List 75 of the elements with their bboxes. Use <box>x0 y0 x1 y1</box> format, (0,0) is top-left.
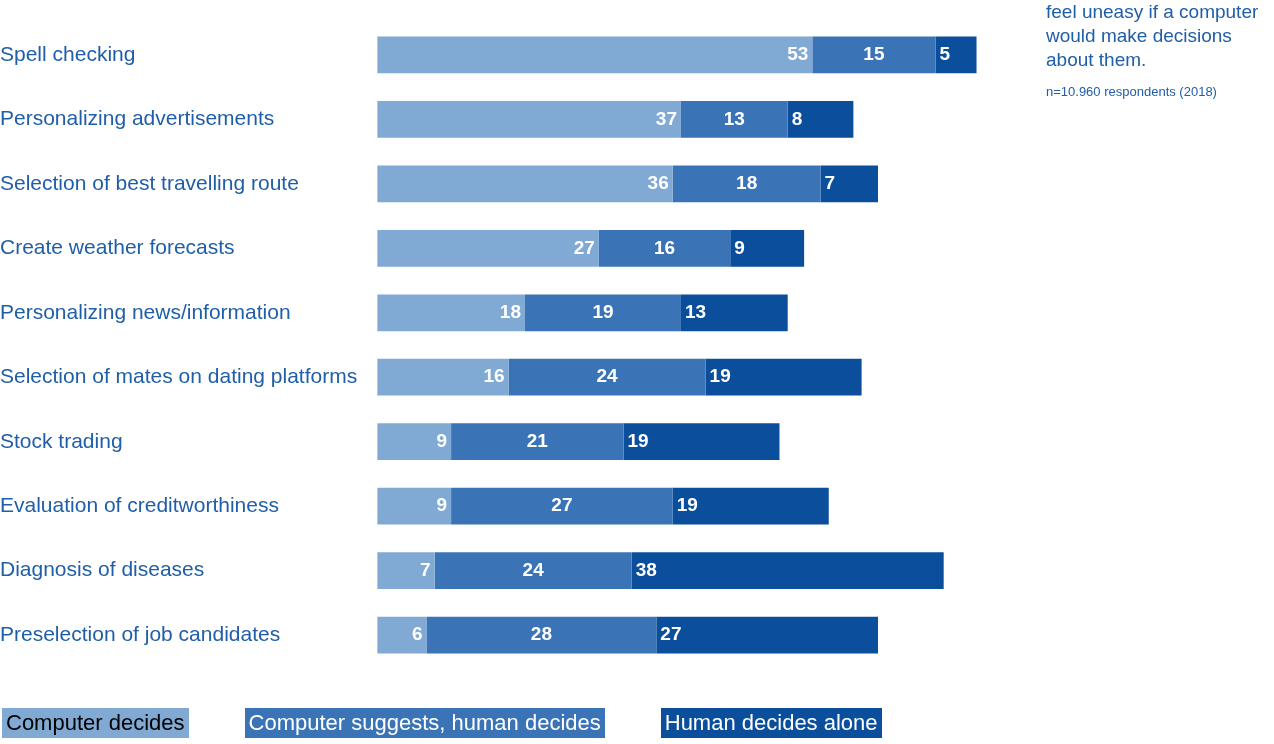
bar <box>377 487 452 525</box>
bar <box>631 552 944 590</box>
bar <box>377 552 435 590</box>
bar <box>508 358 706 396</box>
y-tick-label: Create weather forecasts <box>0 235 235 259</box>
y-tick-label: Personalizing advertisements <box>0 106 275 130</box>
y-tick-label: Stock trading <box>0 428 123 452</box>
bar <box>812 36 936 74</box>
data-label: 15 <box>863 43 885 65</box>
data-label: 53 <box>787 43 809 65</box>
y-tick-label: Preselection of job candidates <box>0 621 281 645</box>
bar <box>451 423 624 461</box>
bar <box>672 165 821 203</box>
data-label: 37 <box>655 107 677 129</box>
data-label: 8 <box>791 107 803 129</box>
bar <box>705 358 862 396</box>
data-label: 38 <box>635 558 657 580</box>
bar <box>680 100 788 138</box>
data-label: 24 <box>596 365 619 387</box>
bar <box>656 616 879 654</box>
y-tick-label: Spell checking <box>0 41 136 65</box>
data-label: 27 <box>573 236 595 258</box>
bar <box>672 487 829 525</box>
y-tick-label: Selection of mates on dating platforms <box>0 364 358 388</box>
text: Computer decides <box>2 708 189 738</box>
data-label: 19 <box>709 365 731 387</box>
data-label: 19 <box>592 300 614 322</box>
bar <box>820 165 879 203</box>
bar <box>598 229 731 267</box>
data-label: 21 <box>526 429 549 451</box>
data-label: 36 <box>647 172 669 194</box>
bar <box>451 487 673 525</box>
y-tick-label: Diagnosis of diseases <box>0 557 205 581</box>
y-tick-label: Evaluation of creditworthiness <box>0 493 279 516</box>
bar <box>377 100 681 138</box>
bar <box>434 552 632 590</box>
text: Human decides alone <box>660 708 882 738</box>
data-label: 16 <box>483 365 505 387</box>
data-label: 9 <box>734 236 745 258</box>
bar <box>377 423 452 461</box>
bar <box>426 616 657 654</box>
bar <box>524 294 681 332</box>
data-label: 27 <box>551 494 573 516</box>
data-label: 13 <box>723 107 745 129</box>
bar <box>377 36 813 74</box>
y-tick-label: Personalizing news/information <box>0 299 291 323</box>
bar <box>730 229 805 267</box>
bar <box>680 294 788 332</box>
data-label: 7 <box>420 558 431 580</box>
data-label: 13 <box>684 300 707 322</box>
text: feel uneasy if a computer would make decisions about them. <box>1046 0 1260 72</box>
data-label: 6 <box>411 623 423 645</box>
data-label: 19 <box>676 494 698 516</box>
data-label: 28 <box>530 623 552 645</box>
text: Computer suggests, human decides <box>244 708 605 738</box>
text: n=10.960 respondents (2018) <box>1046 84 1218 99</box>
bar <box>377 165 673 203</box>
bar <box>787 100 854 138</box>
data-label: 18 <box>499 300 521 322</box>
data-label: 16 <box>653 236 676 258</box>
bar <box>935 36 977 74</box>
bar <box>623 423 780 461</box>
bar <box>377 358 509 396</box>
data-label: 5 <box>939 43 951 65</box>
data-label: 9 <box>436 429 448 451</box>
bar <box>377 229 599 267</box>
data-label: 7 <box>824 172 836 194</box>
bar <box>377 616 427 654</box>
y-tick-label: Selection of best travelling route <box>0 170 299 194</box>
data-label: 19 <box>627 429 649 451</box>
data-label: 18 <box>736 172 758 194</box>
data-label: 27 <box>660 623 682 645</box>
data-label: 9 <box>436 494 448 516</box>
bar <box>377 294 525 332</box>
data-label: 24 <box>522 558 545 580</box>
